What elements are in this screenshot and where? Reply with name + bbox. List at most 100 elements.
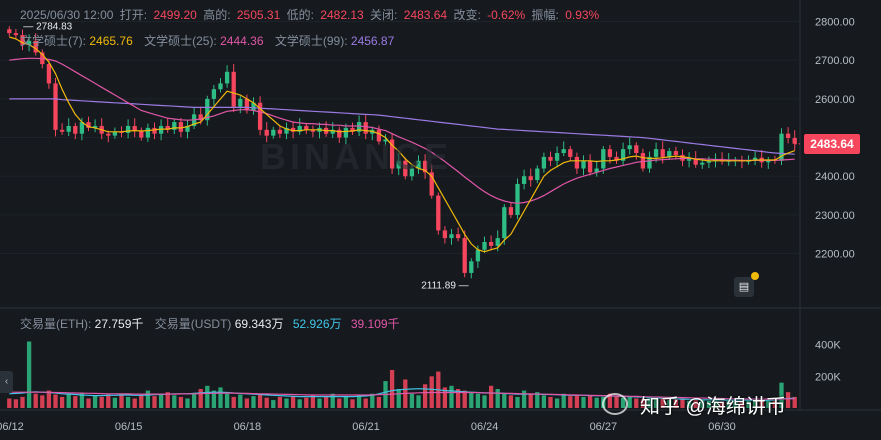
volume-bar xyxy=(356,395,362,408)
candle-body xyxy=(343,127,349,138)
candle-body xyxy=(442,230,448,239)
volume-bar xyxy=(488,385,494,408)
candle-body xyxy=(706,160,712,163)
candle-body xyxy=(158,125,164,134)
candle-body xyxy=(488,241,494,246)
candle-body xyxy=(79,122,85,134)
date-tick-label: 06/30 xyxy=(708,421,736,433)
change-value: -0.62% xyxy=(487,8,526,22)
candle-body xyxy=(475,249,481,262)
candle-body xyxy=(7,29,12,34)
date-tick-label: 06/12 xyxy=(0,421,24,433)
candle-body xyxy=(218,83,223,90)
candle-body xyxy=(561,149,566,154)
date-tick-label: 06/21 xyxy=(352,421,380,433)
volume-bar xyxy=(653,397,659,408)
candle-body xyxy=(145,127,151,138)
candle-body xyxy=(521,176,527,184)
candle-body xyxy=(627,145,632,150)
vol-eth-value: 27.759千 xyxy=(94,317,144,331)
volume-bar xyxy=(759,400,764,408)
candle-body xyxy=(653,149,659,157)
volume-bar xyxy=(561,393,566,408)
candle-body xyxy=(277,129,283,134)
candle-body xyxy=(165,125,170,130)
candle-body xyxy=(264,129,269,136)
candle-body xyxy=(667,151,672,157)
vol-ma1-value: 52.926万 xyxy=(292,317,342,331)
candle-body xyxy=(422,160,428,173)
ma99-line xyxy=(9,98,795,155)
ma25-value: 2444.36 xyxy=(220,34,264,48)
volume-bar xyxy=(700,399,705,408)
candle-body xyxy=(238,98,243,107)
candle-body xyxy=(284,127,289,134)
candle-body xyxy=(508,207,514,215)
candle-body xyxy=(607,149,613,157)
candle-body xyxy=(86,122,91,128)
volume-ma-line xyxy=(9,388,795,401)
volume-bar xyxy=(158,393,164,408)
volume-bar xyxy=(673,399,679,408)
candle-body xyxy=(46,64,52,84)
volume-bar xyxy=(20,396,25,408)
volume-bar xyxy=(191,392,197,408)
volume-bar xyxy=(92,395,98,408)
volume-bar xyxy=(211,390,217,408)
volume-bar xyxy=(350,399,355,408)
candle-body xyxy=(779,133,784,161)
candle-body xyxy=(92,125,98,128)
volume-bar xyxy=(482,395,487,408)
volume-bar xyxy=(706,400,712,408)
candle-body xyxy=(574,156,580,169)
price-tick-label: 2400.00 xyxy=(815,171,855,183)
volume-legend: 交易量(ETH): 27.759千 交易量(USDT) 69.343万 52.9… xyxy=(20,315,400,332)
volume-bar xyxy=(132,398,137,408)
volume-bar xyxy=(647,396,652,408)
volume-bar xyxy=(363,398,368,408)
volume-bar xyxy=(568,396,573,408)
volume-tick-label: 400K xyxy=(815,340,841,352)
volume-bar xyxy=(7,398,12,408)
volume-bar xyxy=(508,395,514,408)
volume-bar xyxy=(667,400,672,408)
note-icon[interactable]: ▤ xyxy=(734,277,754,297)
volume-bar xyxy=(224,393,230,408)
candle-body xyxy=(700,162,705,165)
volume-bar xyxy=(719,401,725,408)
volume-bar xyxy=(86,398,91,408)
volume-bar xyxy=(106,394,111,408)
vol-eth-label: 交易量(ETH): xyxy=(20,317,92,331)
candle-body xyxy=(376,129,382,142)
volume-bar xyxy=(627,396,632,408)
volume-bar xyxy=(462,390,467,408)
ma7-value: 2465.76 xyxy=(89,34,133,48)
candle-body xyxy=(541,156,547,169)
min-price-annotation: 2111.89 — xyxy=(421,281,468,292)
volume-bar xyxy=(310,395,316,408)
price-tick-label: 2700.00 xyxy=(815,55,855,67)
volume-bar xyxy=(238,394,243,408)
candle-body xyxy=(330,129,335,134)
candle-body xyxy=(601,149,606,169)
candle-body xyxy=(429,172,434,196)
candle-body xyxy=(231,71,236,107)
volume-bar xyxy=(218,387,223,408)
volume-bar xyxy=(264,397,269,408)
date-tick-label: 06/15 xyxy=(115,421,143,433)
candle-body xyxy=(350,127,355,132)
candle-body xyxy=(660,149,665,157)
candle-body xyxy=(389,139,395,169)
volume-bar xyxy=(746,400,751,408)
low-label: 低的: xyxy=(286,8,314,22)
amplitude-label: 振幅: xyxy=(531,8,559,22)
price-tick-label: 2200.00 xyxy=(815,249,855,261)
binance-watermark: BINANCE xyxy=(260,136,453,177)
collapse-toggle-icon[interactable]: ‹ xyxy=(0,371,13,393)
candle-body xyxy=(244,98,250,111)
volume-bar xyxy=(785,392,791,408)
candle-body xyxy=(224,71,230,84)
ma99-value: 2456.87 xyxy=(350,34,395,48)
volume-bar xyxy=(521,390,527,408)
